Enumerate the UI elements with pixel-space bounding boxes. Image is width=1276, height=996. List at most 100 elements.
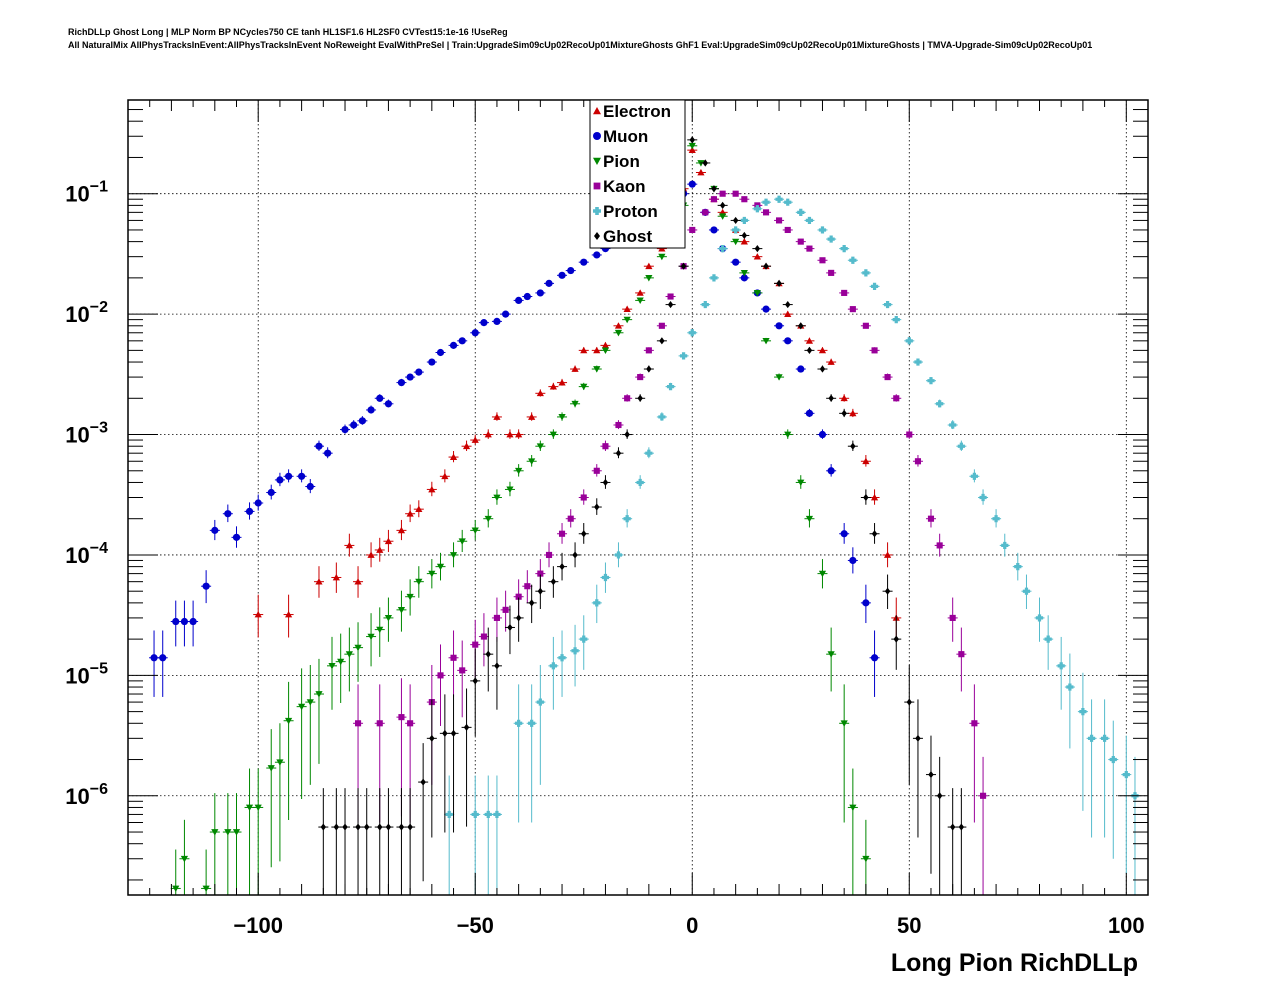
data-point xyxy=(862,855,870,863)
data-point xyxy=(710,226,718,234)
data-point xyxy=(914,458,922,465)
data-point xyxy=(376,720,383,727)
data-point xyxy=(480,319,488,327)
data-point xyxy=(862,322,869,329)
data-point xyxy=(776,279,782,287)
data-point xyxy=(407,823,413,831)
data-layer xyxy=(149,136,1140,895)
legend-marker-muon xyxy=(593,132,601,140)
data-point xyxy=(450,729,457,737)
data-point xyxy=(437,672,444,679)
data-point xyxy=(472,677,478,685)
data-point xyxy=(1001,541,1009,550)
data-point xyxy=(515,430,523,438)
x-axis-title: Long Pion RichDLLp xyxy=(891,949,1138,977)
data-point xyxy=(701,300,709,309)
data-point xyxy=(581,530,587,538)
data-point xyxy=(224,829,232,836)
data-point xyxy=(1079,708,1087,716)
data-point xyxy=(397,606,406,614)
data-point xyxy=(428,358,436,366)
data-point xyxy=(328,662,336,670)
data-point xyxy=(1100,734,1109,742)
data-point xyxy=(528,413,536,420)
data-point xyxy=(732,226,740,234)
data-point xyxy=(320,823,327,831)
data-point xyxy=(936,792,943,800)
data-point xyxy=(762,198,770,206)
data-point xyxy=(342,823,348,831)
data-point xyxy=(667,293,674,300)
data-point xyxy=(493,317,501,326)
data-point xyxy=(567,266,575,275)
data-point xyxy=(558,654,566,662)
data-point xyxy=(429,734,435,742)
data-point xyxy=(315,578,323,585)
data-point xyxy=(784,198,792,206)
data-point xyxy=(645,274,653,282)
data-point xyxy=(463,723,470,731)
data-point xyxy=(645,449,653,457)
data-point xyxy=(558,378,566,386)
data-point xyxy=(172,885,180,893)
data-point xyxy=(688,329,696,337)
data-point xyxy=(341,425,349,434)
data-point xyxy=(1044,635,1052,643)
data-point xyxy=(180,617,189,626)
legend-label-muon: Muon xyxy=(603,127,648,146)
data-point xyxy=(384,615,393,622)
data-point xyxy=(376,546,384,553)
data-point xyxy=(601,347,610,354)
x-tick-label: 100 xyxy=(1108,913,1145,938)
data-point xyxy=(893,635,899,643)
data-point xyxy=(840,530,848,538)
data-point xyxy=(364,823,370,831)
data-point xyxy=(276,476,284,484)
data-point xyxy=(436,563,445,571)
data-point xyxy=(189,617,197,626)
data-point xyxy=(827,651,835,658)
data-point xyxy=(159,654,167,662)
data-point xyxy=(558,414,566,421)
data-point xyxy=(624,430,630,439)
data-point xyxy=(493,614,500,621)
data-point xyxy=(689,226,696,234)
data-point xyxy=(428,485,436,493)
data-point xyxy=(528,458,536,465)
data-point xyxy=(211,526,219,534)
data-point xyxy=(797,208,805,216)
data-point xyxy=(797,479,805,487)
data-point xyxy=(567,515,574,522)
data-point xyxy=(958,651,965,658)
data-point xyxy=(936,400,944,408)
data-point xyxy=(863,493,869,502)
data-point xyxy=(558,271,566,279)
data-point xyxy=(689,136,695,144)
data-point xyxy=(528,719,536,727)
data-point xyxy=(958,823,965,831)
data-point xyxy=(775,322,783,330)
data-point xyxy=(445,810,453,819)
data-point xyxy=(333,823,340,831)
data-point xyxy=(841,289,848,296)
data-point xyxy=(180,855,189,863)
data-point xyxy=(862,457,870,465)
data-point xyxy=(202,885,210,893)
data-point xyxy=(354,644,362,652)
data-point xyxy=(398,714,405,721)
data-point xyxy=(494,662,500,670)
data-point xyxy=(883,300,892,309)
data-point xyxy=(397,378,406,387)
data-point xyxy=(753,290,761,297)
data-point xyxy=(936,542,943,549)
x-tick-label: 0 xyxy=(686,913,698,938)
data-point xyxy=(1109,755,1117,764)
data-point xyxy=(537,587,544,595)
data-point xyxy=(905,337,913,345)
data-point xyxy=(367,633,375,641)
data-point xyxy=(679,352,688,360)
data-point xyxy=(870,493,879,501)
data-point xyxy=(580,258,588,266)
data-point xyxy=(537,570,544,577)
x-tick-label: −100 xyxy=(233,913,283,938)
